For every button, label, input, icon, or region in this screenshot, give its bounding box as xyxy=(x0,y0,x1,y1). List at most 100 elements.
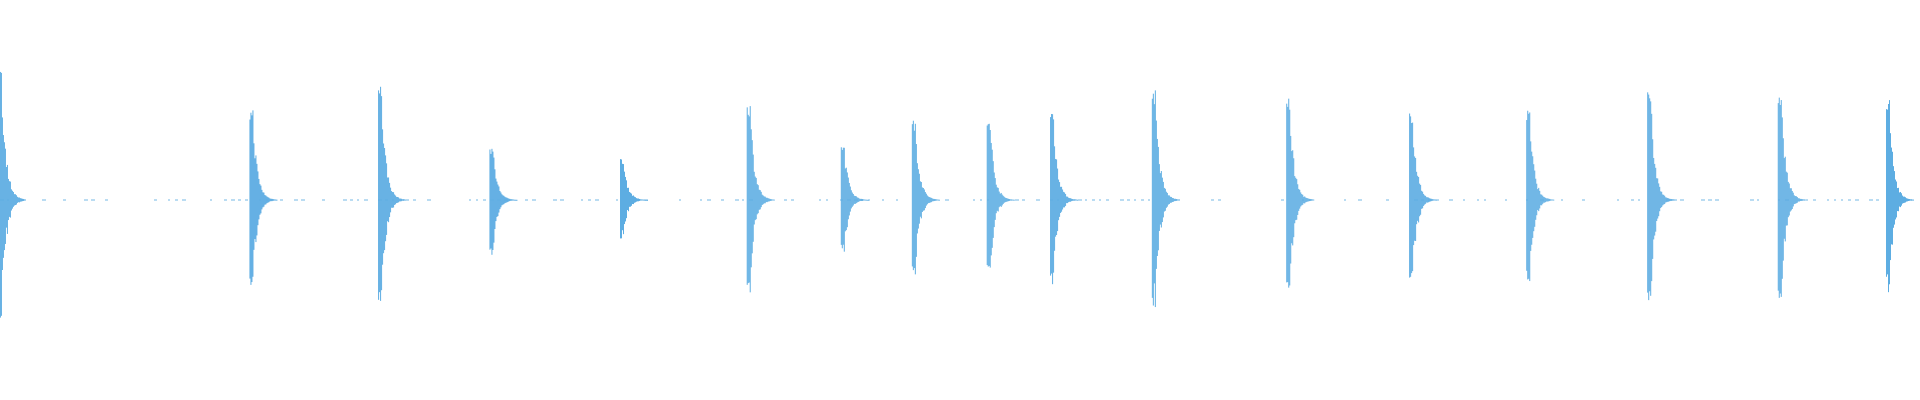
waveform-sample xyxy=(1901,193,1902,206)
waveform-sample xyxy=(1306,197,1308,202)
waveform-sample xyxy=(631,193,632,206)
waveform-sample xyxy=(1053,119,1055,273)
waveform-sample xyxy=(621,159,622,239)
waveform-sample xyxy=(846,172,848,228)
waveform-sample xyxy=(991,149,993,248)
waveform-sample xyxy=(770,199,772,201)
waveform-sample xyxy=(15,195,17,205)
waveform-sample xyxy=(514,199,516,201)
waveform-sample xyxy=(22,198,24,201)
waveform-sample xyxy=(1151,98,1153,298)
waveform-sample xyxy=(646,199,647,201)
waveform-sample xyxy=(1802,199,1804,201)
waveform-sample xyxy=(1904,196,1905,203)
waveform-sample xyxy=(1801,199,1803,201)
waveform-sample xyxy=(258,178,260,220)
waveform-sample xyxy=(1302,194,1304,205)
waveform-sample xyxy=(1433,199,1435,201)
baseline-noise xyxy=(469,199,471,201)
waveform-sample xyxy=(1429,198,1431,202)
waveform-sample xyxy=(1427,197,1429,203)
waveform-sample xyxy=(754,176,756,221)
waveform-sample xyxy=(10,189,12,211)
waveform-sample xyxy=(1673,199,1675,201)
waveform-sample xyxy=(1160,171,1162,228)
waveform-sample xyxy=(914,123,916,275)
waveform-sample xyxy=(515,199,517,201)
waveform-sample xyxy=(1530,141,1532,251)
waveform-sample xyxy=(916,163,918,234)
baseline-noise xyxy=(1106,199,1109,201)
baseline-noise xyxy=(427,199,431,201)
waveform-sample xyxy=(275,199,277,201)
baseline-noise xyxy=(945,199,949,201)
transient-10 xyxy=(1050,113,1079,285)
transient-14 xyxy=(1526,110,1555,282)
waveform-sample xyxy=(1409,113,1411,278)
waveform-sample xyxy=(1788,183,1790,216)
waveform-sample xyxy=(752,154,754,242)
waveform-sample xyxy=(491,148,493,255)
waveform-sample xyxy=(1425,195,1427,204)
transient-13 xyxy=(1409,113,1438,278)
waveform-sample xyxy=(1665,197,1667,203)
waveform-sample xyxy=(11,190,13,209)
waveform-sample xyxy=(750,129,752,268)
baseline-noise xyxy=(1750,199,1754,201)
waveform-sample xyxy=(24,199,26,201)
waveform-sample xyxy=(1177,199,1179,201)
waveform-sample xyxy=(1060,186,1062,213)
waveform-sample xyxy=(1674,199,1676,201)
waveform-sample xyxy=(987,124,989,267)
waveform-sample xyxy=(0,71,1,318)
waveform-sample xyxy=(260,185,262,214)
waveform-sample xyxy=(398,197,400,203)
waveform-sample xyxy=(624,171,625,225)
waveform-sample xyxy=(1420,184,1422,215)
waveform-sample xyxy=(998,191,1000,208)
waveform-sample xyxy=(1424,195,1426,205)
waveform-sample xyxy=(936,199,938,201)
waveform-sample xyxy=(858,198,860,202)
waveform-sample xyxy=(1538,187,1540,212)
waveform-sample xyxy=(1905,197,1906,203)
waveform-sample xyxy=(642,199,643,201)
waveform-sample xyxy=(1417,175,1419,221)
waveform-sample xyxy=(1892,151,1893,245)
waveform-sample xyxy=(641,199,642,201)
waveform-sample xyxy=(23,199,25,201)
waveform-sample xyxy=(1908,198,1909,201)
waveform-sample xyxy=(1886,109,1887,277)
waveform-sample xyxy=(762,195,764,205)
waveform-sample xyxy=(392,192,394,208)
waveform-sample xyxy=(249,119,251,279)
waveform-sample xyxy=(1421,190,1423,209)
waveform-sample xyxy=(866,199,868,201)
waveform-sample xyxy=(986,125,988,266)
waveform-sample xyxy=(920,182,922,219)
waveform-sample xyxy=(489,149,491,250)
waveform-sample xyxy=(255,155,257,243)
waveform-sample xyxy=(1528,113,1530,279)
waveform-sample xyxy=(1794,196,1796,204)
waveform-sample xyxy=(3,142,5,251)
waveform-sample xyxy=(995,184,997,214)
baseline-noise xyxy=(868,199,870,201)
waveform-sample xyxy=(1013,199,1015,201)
transient-12 xyxy=(1286,98,1315,288)
baseline-noise xyxy=(1869,199,1873,201)
baseline-noise xyxy=(413,199,416,201)
waveform-sample xyxy=(268,197,270,203)
baseline-noise xyxy=(210,199,212,201)
waveform-sample xyxy=(1168,195,1170,205)
waveform-sample xyxy=(925,193,927,206)
waveform-sample xyxy=(1290,135,1292,264)
waveform-sample xyxy=(399,198,401,202)
waveform-sample xyxy=(271,198,273,202)
waveform-sample xyxy=(274,199,276,201)
waveform-sample xyxy=(1165,191,1167,208)
waveform-sample xyxy=(933,198,935,202)
waveform-sample xyxy=(6,164,8,234)
waveform-sample xyxy=(389,182,391,218)
